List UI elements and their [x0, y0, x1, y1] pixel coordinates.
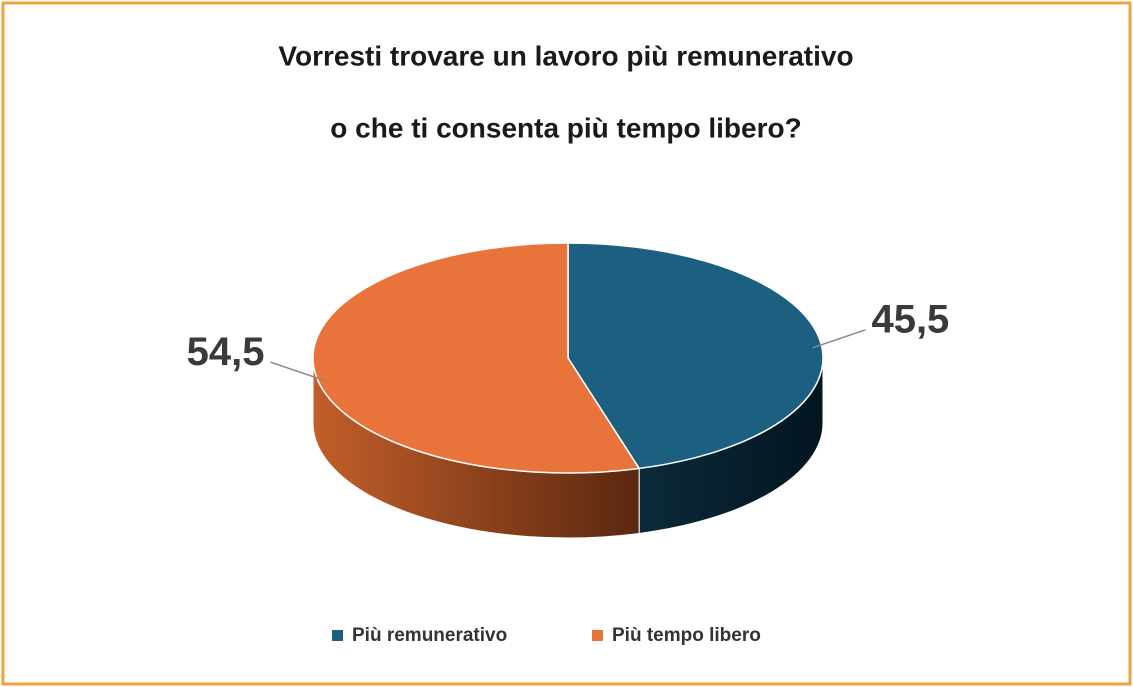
data-label: 45,5	[871, 297, 949, 341]
chart-title: Vorresti trovare un lavoro più remunerat…	[278, 40, 853, 71]
data-label: 54,5	[187, 330, 265, 374]
legend-label: Più tempo libero	[612, 625, 761, 646]
legend-swatch	[592, 630, 603, 641]
leader-line	[812, 329, 866, 349]
pie-slice	[312, 242, 641, 474]
legend-label: Più remunerativo	[352, 625, 507, 646]
chart-title: o che ti consenta più tempo libero?	[330, 112, 801, 143]
pie-slice	[567, 242, 824, 470]
leader-line	[270, 361, 324, 381]
legend-swatch	[332, 630, 343, 641]
